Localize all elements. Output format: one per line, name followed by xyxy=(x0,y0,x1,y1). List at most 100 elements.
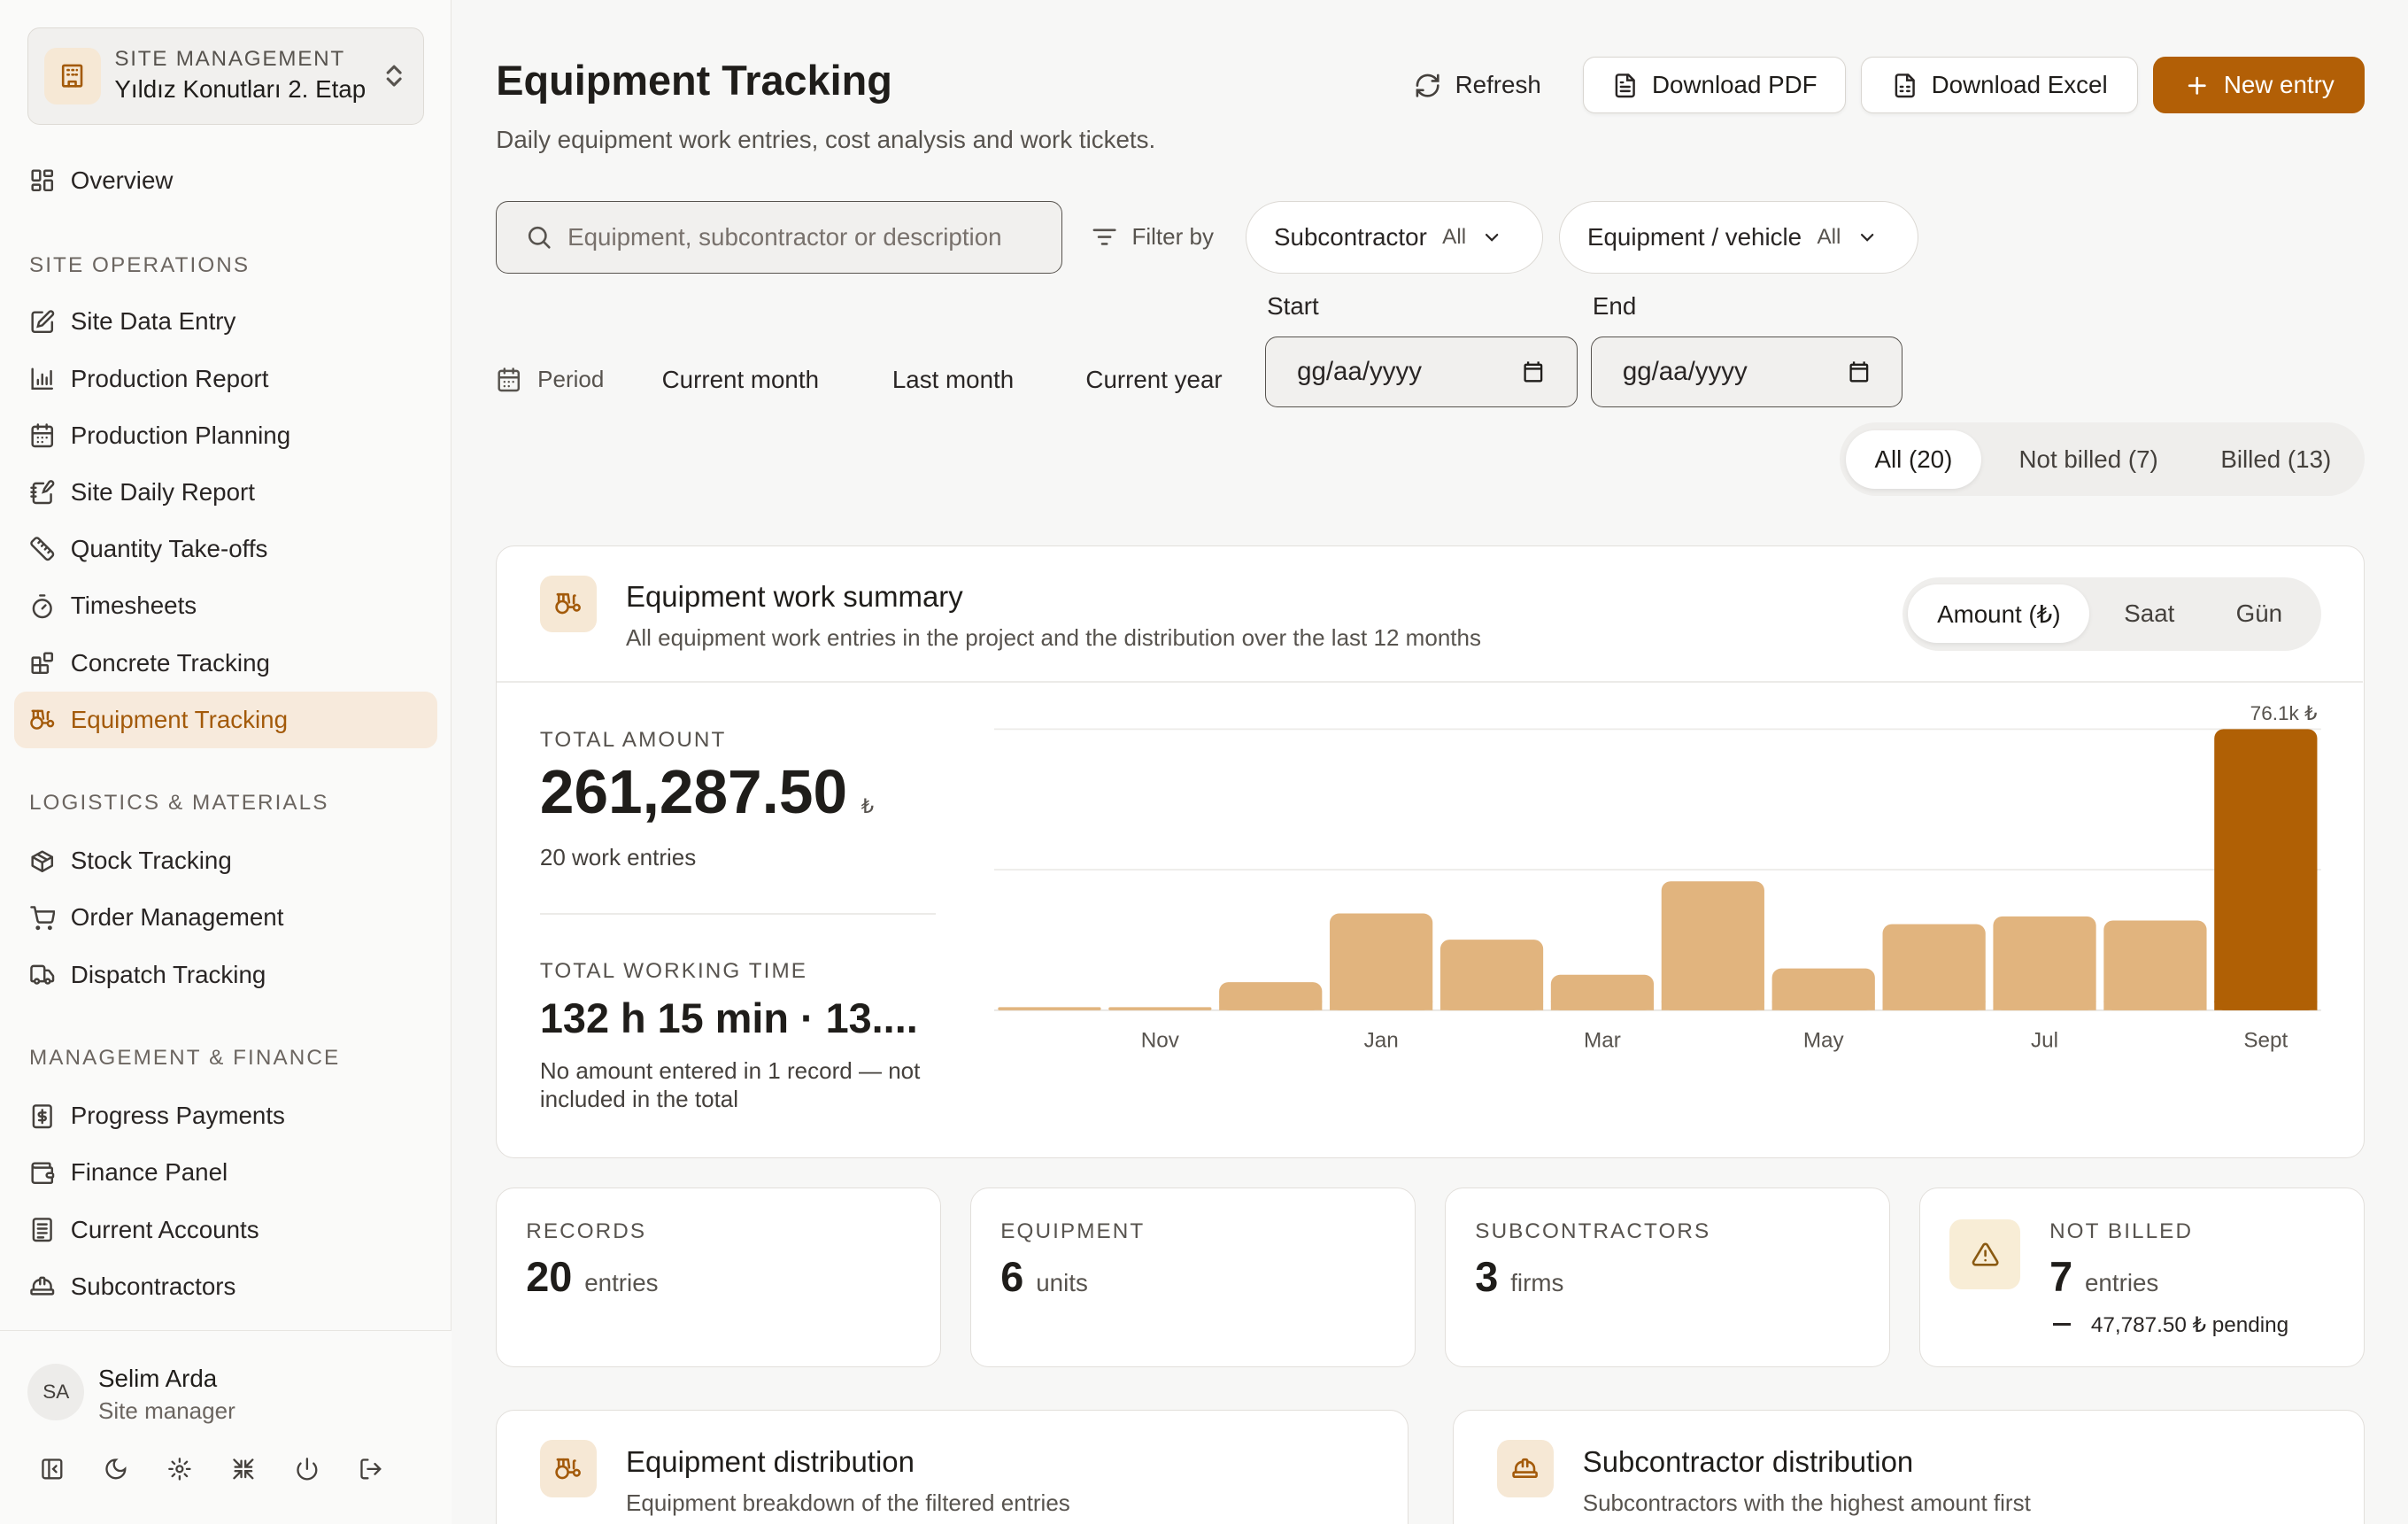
bar-nov[interactable] xyxy=(1108,1007,1212,1010)
site-name: Yıldız Konutları 2. Etap xyxy=(114,75,367,104)
nav-stock-tracking[interactable]: Stock Tracking xyxy=(14,832,438,889)
bar-base-jun xyxy=(1882,1001,1987,1010)
grid-icon xyxy=(31,169,53,192)
equipment-filter-value: All xyxy=(1817,224,1841,249)
filter-by-text: Filter by xyxy=(1131,222,1214,250)
power-icon[interactable] xyxy=(282,1451,346,1489)
bar-apr[interactable] xyxy=(1662,881,1765,1010)
calendar-picker-icon[interactable] xyxy=(1521,360,1546,384)
new-entry-button[interactable]: New entry xyxy=(2153,57,2366,114)
search-input[interactable] xyxy=(567,222,1044,251)
download-excel-button[interactable]: Download Excel xyxy=(1861,57,2138,114)
period-current-month[interactable]: Current month xyxy=(661,365,820,393)
tab-all[interactable]: All (20) xyxy=(1846,429,1981,489)
ruler-icon xyxy=(30,537,55,561)
pending-amount: 47,787.50 ₺ pending xyxy=(2052,1311,2288,1338)
equipment-unit: units xyxy=(1036,1268,1088,1296)
subcontractor-distribution-subtitle: Subcontractors with the highest amount f… xyxy=(1582,1489,2031,1516)
nav-production-planning[interactable]: Production Planning xyxy=(14,407,438,464)
bar-base-sept xyxy=(2214,1001,2318,1010)
nav-label: Site Daily Report xyxy=(70,477,255,506)
bar-jul[interactable] xyxy=(1993,916,2096,1010)
nav-order-management[interactable]: Order Management xyxy=(14,889,438,946)
avatar[interactable]: SA xyxy=(27,1363,85,1420)
equipment-distribution-card: Equipment distribution Equipment breakdo… xyxy=(496,1410,1409,1524)
toggle-gun[interactable]: Gün xyxy=(2235,600,2283,628)
nav-overview[interactable]: Overview xyxy=(14,152,438,209)
blocks-icon xyxy=(31,652,53,674)
download-pdf-button[interactable]: Download PDF xyxy=(1583,57,1847,114)
site-switcher[interactable]: SITE MANAGEMENT Yıldız Konutları 2. Etap xyxy=(27,27,424,125)
notebook-pen-icon xyxy=(30,480,55,505)
x-tick-mar: Mar xyxy=(1584,1028,1621,1052)
equipment-filter[interactable]: Equipment / vehicle All xyxy=(1558,201,1918,274)
collapse-sidebar-icon[interactable] xyxy=(27,1451,91,1489)
monthly-bar-chart: Nov Jan Mar May Jul 76.1k ₺ Sept xyxy=(994,702,2322,1052)
nav-finance-panel[interactable]: Finance Panel xyxy=(14,1144,438,1201)
subcontractors-label: SUBCONTRACTORS xyxy=(1475,1218,1711,1243)
logout-icon[interactable] xyxy=(346,1451,410,1489)
nav-progress-payments[interactable]: Progress Payments xyxy=(14,1087,438,1144)
nav-dispatch-tracking[interactable]: Dispatch Tracking xyxy=(14,947,438,1003)
nav-subcontractors[interactable]: Subcontractors xyxy=(14,1258,438,1315)
tab-not-billed[interactable]: Not billed (7) xyxy=(2018,445,2158,473)
bar-base-apr xyxy=(1662,1001,1765,1010)
gear-icon[interactable] xyxy=(155,1451,219,1489)
nav-production-report[interactable]: Production Report xyxy=(14,351,438,407)
nav-concrete-tracking[interactable]: Concrete Tracking xyxy=(14,634,438,691)
not-billed-value: 7 xyxy=(2049,1253,2073,1300)
start-date-input[interactable]: gg/aa/yyyy xyxy=(1265,336,1578,407)
nav-label: Progress Payments xyxy=(70,1102,285,1130)
bar-base-dec xyxy=(1219,1001,1323,1010)
not-billed-card: NOT BILLED 7 entries 47,787.50 ₺ pending xyxy=(1919,1187,2366,1367)
nav-timesheets[interactable]: Timesheets xyxy=(14,577,438,634)
subcontractor-filter[interactable]: Subcontractor All xyxy=(1245,201,1544,274)
site-label: SITE MANAGEMENT xyxy=(114,47,345,72)
minimize-icon[interactable] xyxy=(219,1451,282,1489)
refresh-button[interactable]: Refresh xyxy=(1394,57,1560,113)
equipment-value: 6 xyxy=(1000,1253,1024,1300)
new-entry-label: New entry xyxy=(2223,71,2335,99)
bar-jun[interactable] xyxy=(1882,924,1987,1010)
end-date-input[interactable]: gg/aa/yyyy xyxy=(1591,336,1903,407)
summary-subtitle: All equipment work entries in the projec… xyxy=(626,624,1481,652)
user-role: Site manager xyxy=(98,1396,235,1424)
nav-site-data-entry[interactable]: Site Data Entry xyxy=(14,293,438,350)
ledger-icon xyxy=(32,1218,52,1242)
nav-current-accounts[interactable]: Current Accounts xyxy=(14,1202,438,1258)
period-last-month[interactable]: Last month xyxy=(891,365,1015,393)
nav-label: Stock Tracking xyxy=(70,847,232,875)
total-time-label: TOTAL WORKING TIME xyxy=(539,959,808,984)
nav-label: Equipment Tracking xyxy=(70,705,289,733)
toggle-saat[interactable]: Saat xyxy=(2124,600,2175,628)
toggle-amount[interactable]: Amount (₺) xyxy=(1908,584,2090,644)
bar-feb[interactable] xyxy=(1440,940,1544,1010)
bar-may[interactable] xyxy=(1771,968,1876,1010)
divider xyxy=(539,913,937,916)
tractor-icon xyxy=(30,709,55,730)
bar-sept[interactable] xyxy=(2214,729,2318,1010)
nav-label: Production Planning xyxy=(70,421,291,449)
nav-quantity-take-offs[interactable]: Quantity Take-offs xyxy=(14,521,438,577)
moon-icon[interactable] xyxy=(91,1451,155,1489)
nav-label: Current Accounts xyxy=(70,1215,259,1243)
entries-count: 20 work entries xyxy=(539,844,697,871)
period-current-year[interactable]: Current year xyxy=(1085,365,1223,393)
period-label: Period xyxy=(496,366,604,393)
tab-billed[interactable]: Billed (13) xyxy=(2220,445,2332,473)
bar-jan[interactable] xyxy=(1330,913,1433,1010)
bar-aug[interactable] xyxy=(2103,920,2207,1010)
end-date-placeholder: gg/aa/yyyy xyxy=(1622,356,1748,386)
calendar-picker-icon[interactable] xyxy=(1847,360,1872,384)
equipment-filter-label: Equipment / vehicle xyxy=(1586,222,1802,251)
section-site-operations: SITE OPERATIONS xyxy=(28,253,251,278)
bar-oct[interactable] xyxy=(998,1007,1101,1010)
nav-site-daily-report[interactable]: Site Daily Report xyxy=(14,464,438,521)
download-excel-label: Download Excel xyxy=(1931,71,2108,99)
nav-label: Timesheets xyxy=(70,592,197,620)
total-time-value: 132 h 15 min · 13.... xyxy=(539,995,918,1042)
nav-equipment-tracking[interactable]: Equipment Tracking xyxy=(13,691,438,748)
receipt-icon xyxy=(32,1103,52,1128)
search-field[interactable] xyxy=(496,201,1063,274)
